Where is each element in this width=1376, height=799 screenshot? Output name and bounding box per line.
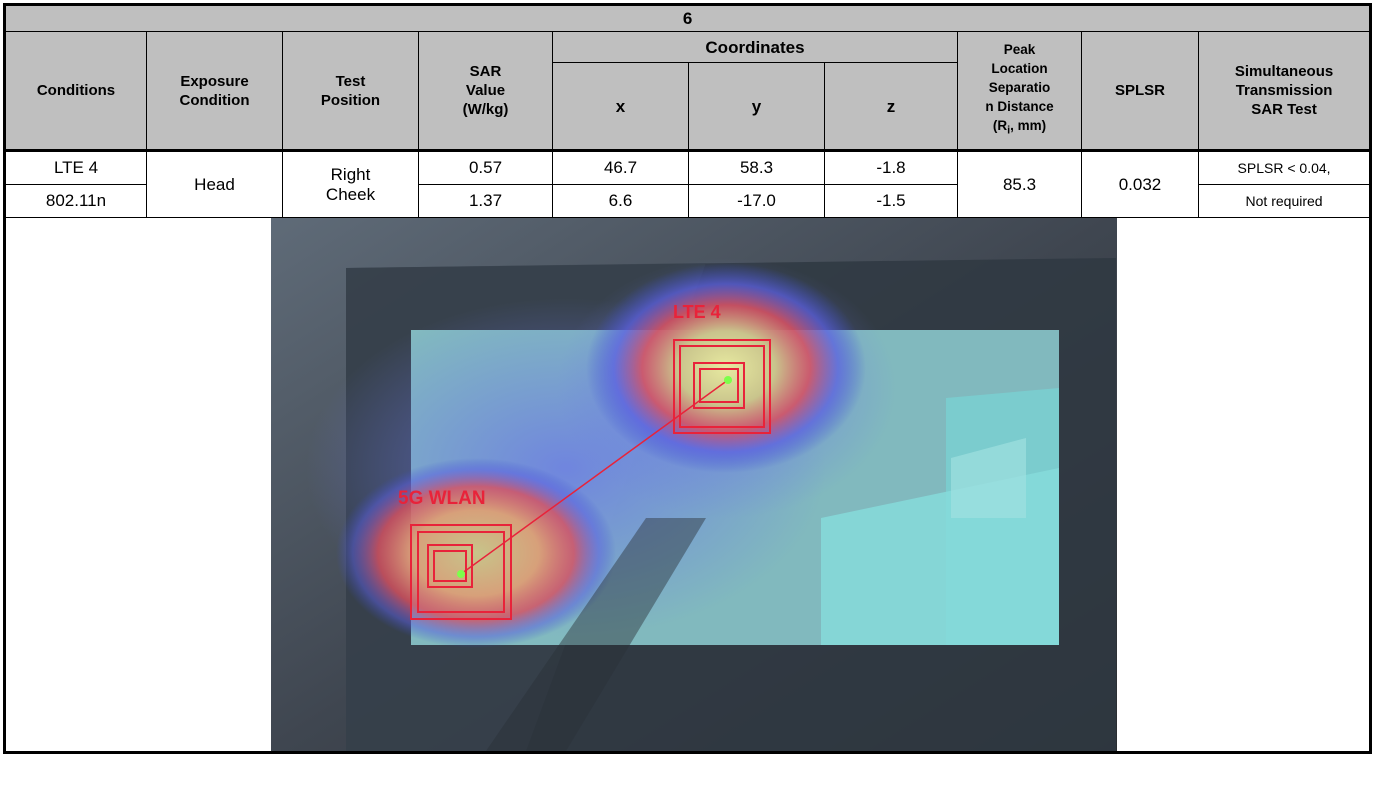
lte-scan-boxes (673, 339, 771, 434)
wlan-peak-marker (457, 570, 465, 578)
separation-line (460, 379, 729, 575)
header-conditions: Conditions (4, 31, 147, 151)
table-row: LTE 4 Head Right Cheek 0.57 46.7 58.3 -1.… (4, 150, 1372, 218)
test-position-value: Right Cheek (282, 150, 419, 218)
header-splsr: SPLSR (1081, 31, 1199, 151)
header-z: z (824, 62, 958, 151)
header-sar-value: SAR Value (W/kg) (418, 31, 553, 151)
row-condition: 802.11n (4, 184, 147, 218)
header-exposure-condition: Exposure Condition (146, 31, 283, 151)
table-title: 6 (3, 4, 1372, 32)
sar-table: 6 Conditions Exposure Condition Test Posit… (3, 3, 1373, 754)
lte-label: LTE 4 (673, 302, 721, 322)
exposure-value: Head (146, 150, 283, 218)
row-condition: LTE 4 (4, 150, 147, 185)
simul-result-line1: SPLSR < 0.04, (1197, 150, 1372, 185)
sar-table-container: 6 Conditions Exposure Condition Test Posit… (3, 3, 1373, 799)
row-z: -1.5 (824, 184, 958, 218)
header-coordinates: Coordinates (552, 31, 958, 63)
separation-value: 85.3 (957, 150, 1082, 218)
row-sar: 1.37 (418, 184, 553, 218)
wlan-label: 5G WLAN (398, 488, 486, 509)
sar-plot-cell: LTE 4 5G WLAN (3, 217, 1372, 753)
table-row: 802.11n 1.37 6.6 -17.0 -1.5 Not required (4, 184, 1372, 218)
row-x: 46.7 (552, 150, 689, 185)
row-y: 58.3 (688, 150, 825, 185)
header-peak-location-separation: Peak Location Separatio n Distance (Ri, mm) (957, 31, 1082, 151)
row-x: 6.6 (552, 184, 689, 218)
splsr-value: 0.032 (1081, 150, 1199, 218)
header-test-position: Test Position (282, 31, 419, 151)
simul-result-line2: Not required (1197, 184, 1372, 218)
header-x: x (552, 62, 689, 151)
sar-distribution-image: LTE 4 5G WLAN (271, 218, 1117, 751)
header-simultaneous-transmission: Simultaneous Transmission SAR Test (1197, 31, 1372, 151)
header-y: y (688, 62, 825, 151)
lte-peak-marker (724, 376, 732, 384)
row-z: -1.8 (824, 150, 958, 185)
row-y: -17.0 (688, 184, 825, 218)
row-sar: 0.57 (418, 150, 553, 185)
wlan-hotspot (336, 458, 616, 648)
